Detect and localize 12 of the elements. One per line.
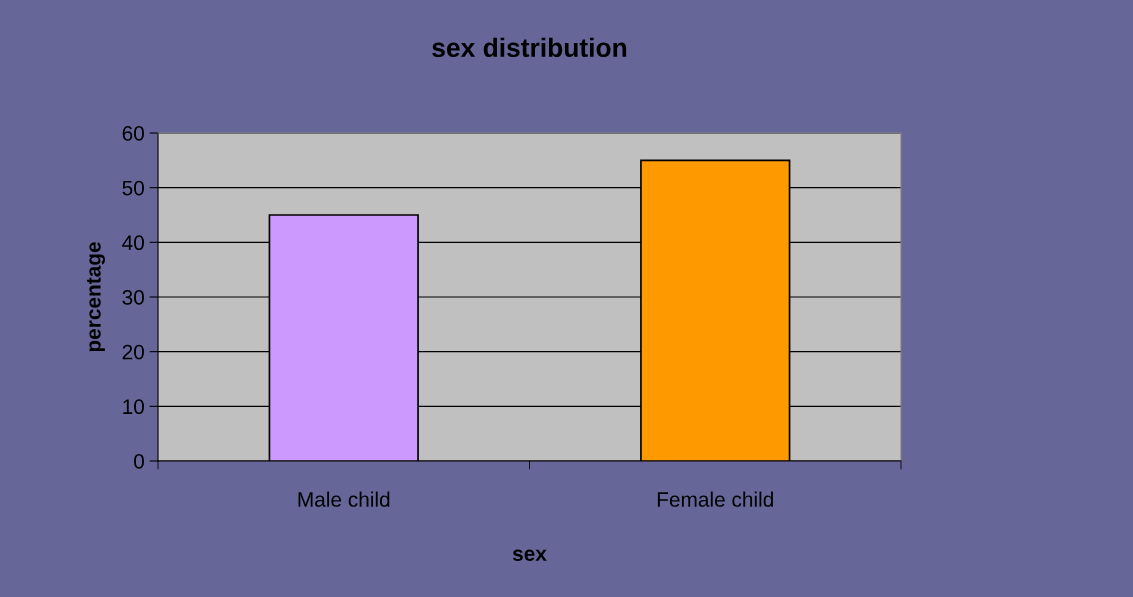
x-tick-label: Male child: [298, 491, 390, 507]
y-tick-label: 20: [122, 344, 144, 360]
x-axis-title: sex: [512, 549, 547, 561]
y-axis-title: percentage: [86, 242, 105, 352]
y-tick-label: 50: [122, 180, 144, 196]
y-tick-label: 40: [122, 235, 144, 251]
x-tick-label: Female child: [657, 491, 773, 507]
y-tick-label: 10: [123, 399, 144, 415]
y-tick-label: 0: [134, 454, 144, 469]
y-tick-label: 30: [122, 290, 144, 305]
chart-title: sex distribution: [432, 37, 627, 58]
y-tick-label: 60: [122, 126, 144, 141]
